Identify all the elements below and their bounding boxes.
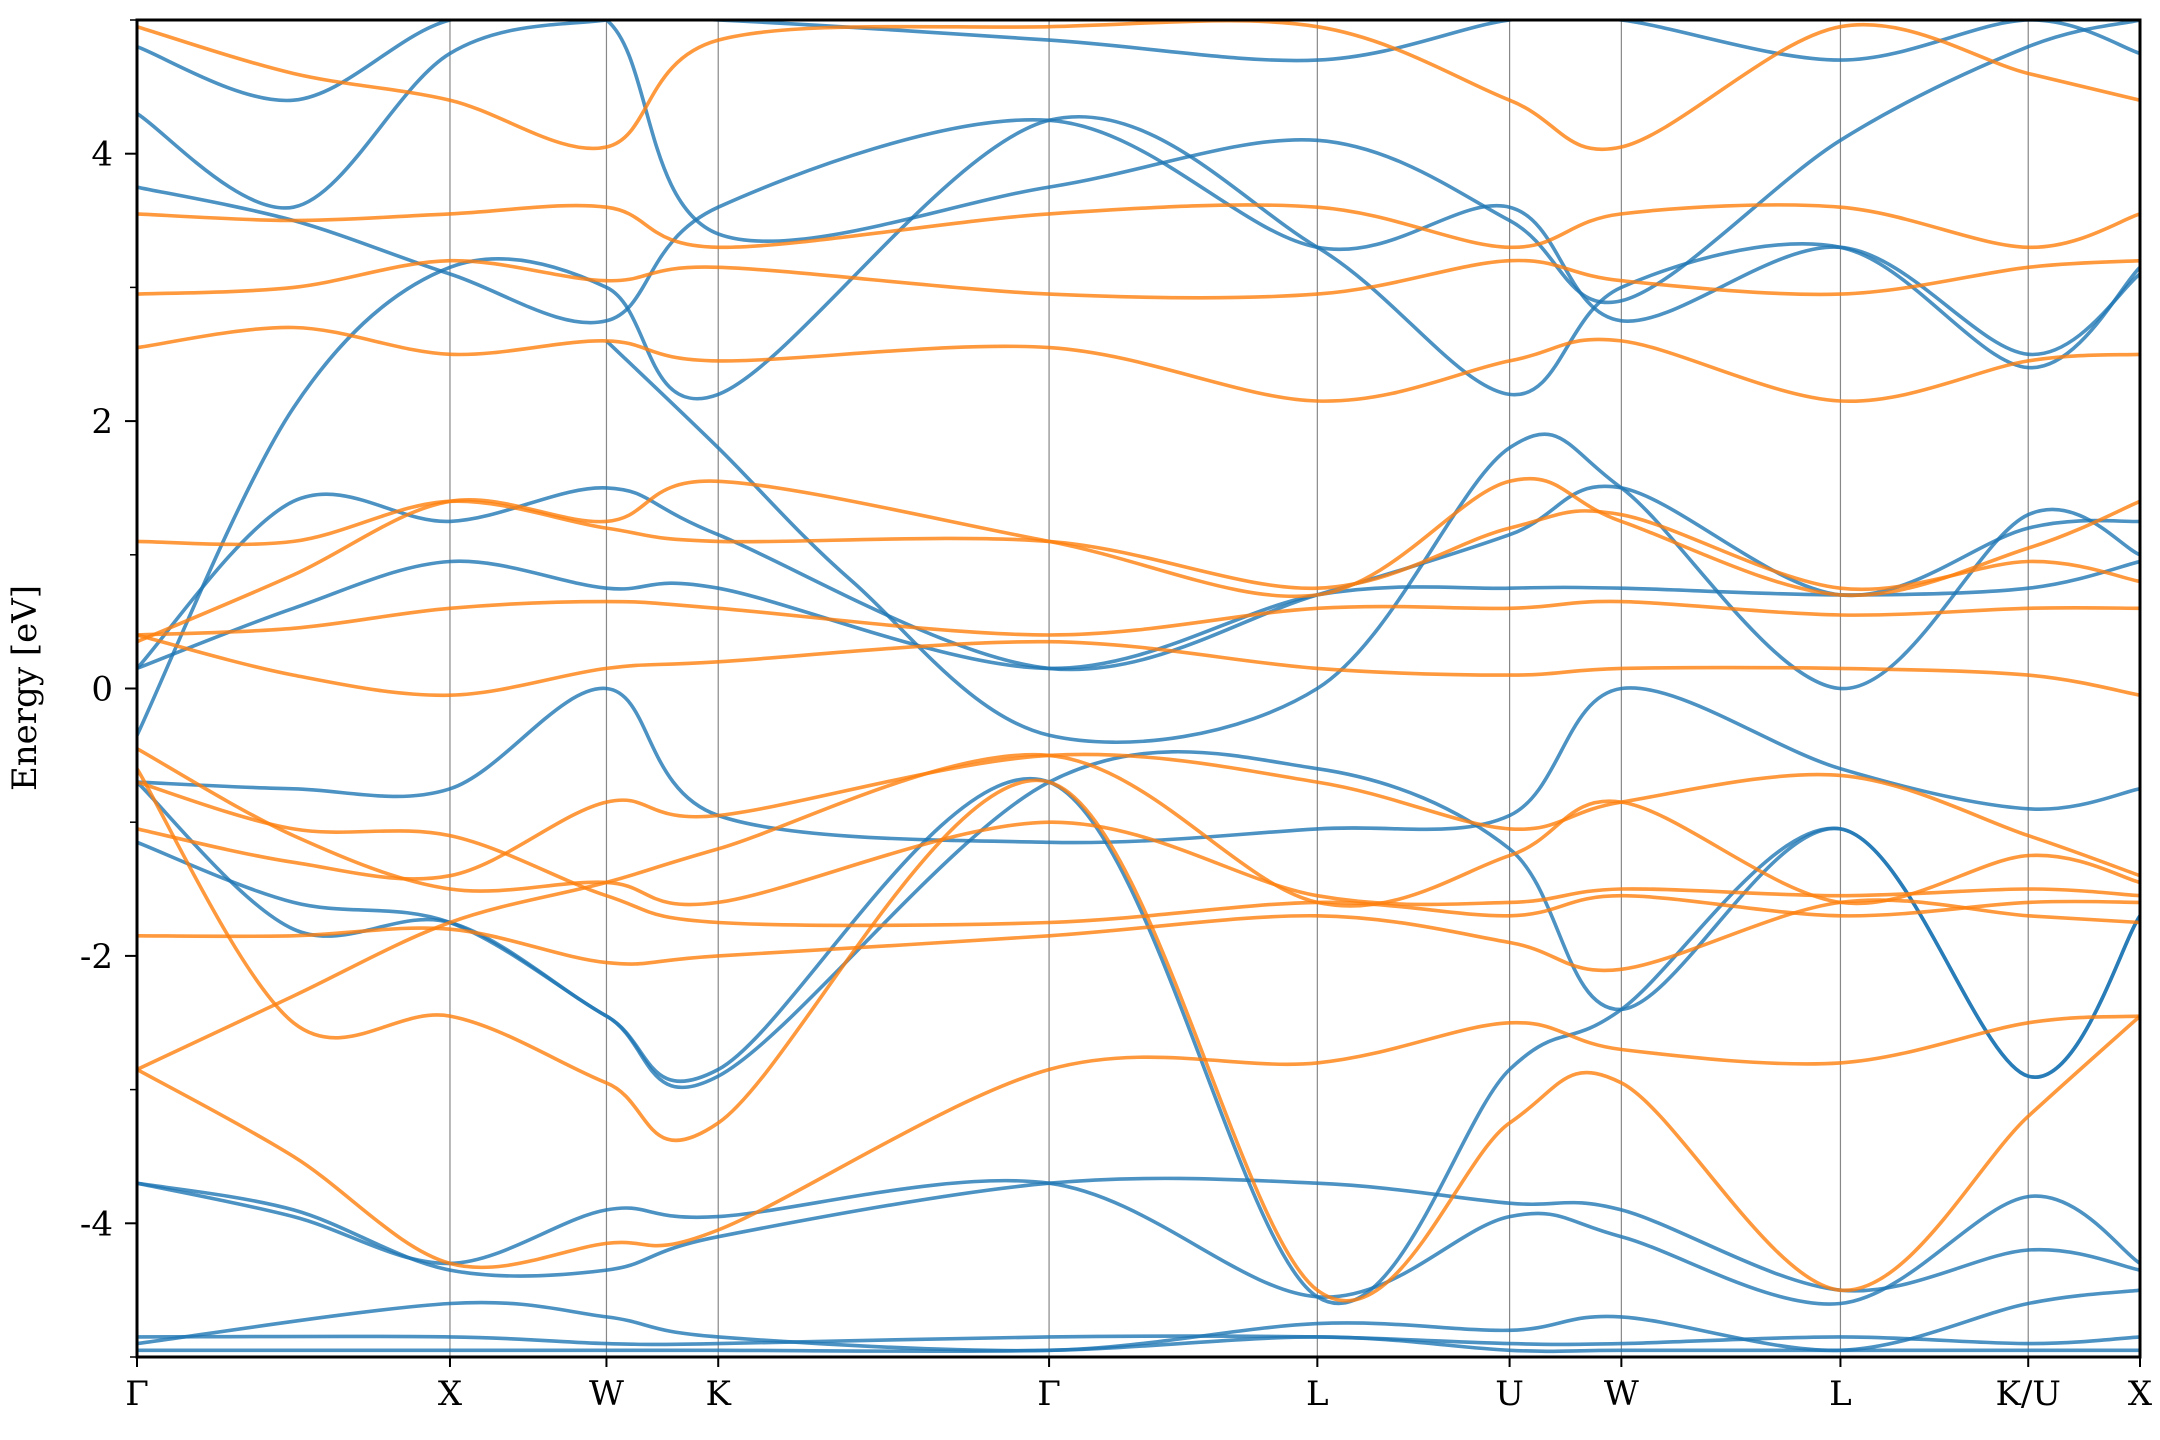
x-tick-label: K bbox=[706, 1374, 732, 1414]
orange-band-line bbox=[137, 20, 2140, 152]
x-tick-label: W bbox=[589, 1374, 624, 1414]
bands bbox=[137, 20, 2140, 1354]
y-axis-ticks: -4 -2 0 2 4 bbox=[80, 19, 137, 1358]
orange-band-line bbox=[137, 203, 2140, 250]
orange-band-line bbox=[137, 499, 2140, 592]
y-tick-label: 4 bbox=[91, 135, 113, 175]
blue-band-line bbox=[137, 117, 2140, 357]
blue-band-line bbox=[137, 749, 2140, 1090]
y-tick-label: 2 bbox=[91, 402, 113, 442]
x-tick-label: Γ bbox=[125, 1374, 149, 1414]
orange-band-line bbox=[137, 747, 2140, 907]
orange-band-line bbox=[137, 767, 2140, 1303]
x-tick-label: K/U bbox=[1995, 1374, 2061, 1414]
blue-band-line bbox=[137, 686, 2140, 845]
y-tick-label: -4 bbox=[80, 1204, 113, 1244]
x-tick-label: X bbox=[438, 1374, 463, 1414]
orange-band-line bbox=[137, 258, 2140, 300]
x-tick-label: U bbox=[1495, 1374, 1524, 1414]
orange-band-line bbox=[137, 325, 2140, 403]
orange-band-line bbox=[137, 1014, 2140, 1270]
y-tick-label: -2 bbox=[80, 937, 113, 977]
y-tick-label: 0 bbox=[91, 670, 113, 710]
x-tick-label: W bbox=[1604, 1374, 1639, 1414]
blue-band-line bbox=[605, 339, 2140, 744]
orange-band-line bbox=[137, 599, 2140, 637]
x-axis-ticks: Γ X W K Γ L U W L K/U X bbox=[125, 1357, 2153, 1414]
orange-band-line bbox=[137, 898, 2140, 973]
orange-band-line bbox=[137, 633, 2140, 698]
orange-band-line bbox=[137, 752, 2140, 881]
x-tick-label: Γ bbox=[1037, 1374, 1061, 1414]
y-axis-label: Energy [eV] bbox=[5, 585, 45, 791]
orange-band-line bbox=[137, 780, 2140, 928]
blue-band-line bbox=[137, 1335, 2140, 1354]
x-tick-label: L bbox=[1829, 1374, 1852, 1414]
blue-band-line bbox=[137, 1334, 2140, 1347]
blue-band-line bbox=[137, 20, 2140, 210]
x-tick-label: X bbox=[2128, 1374, 2153, 1414]
x-tick-label: L bbox=[1306, 1374, 1329, 1414]
